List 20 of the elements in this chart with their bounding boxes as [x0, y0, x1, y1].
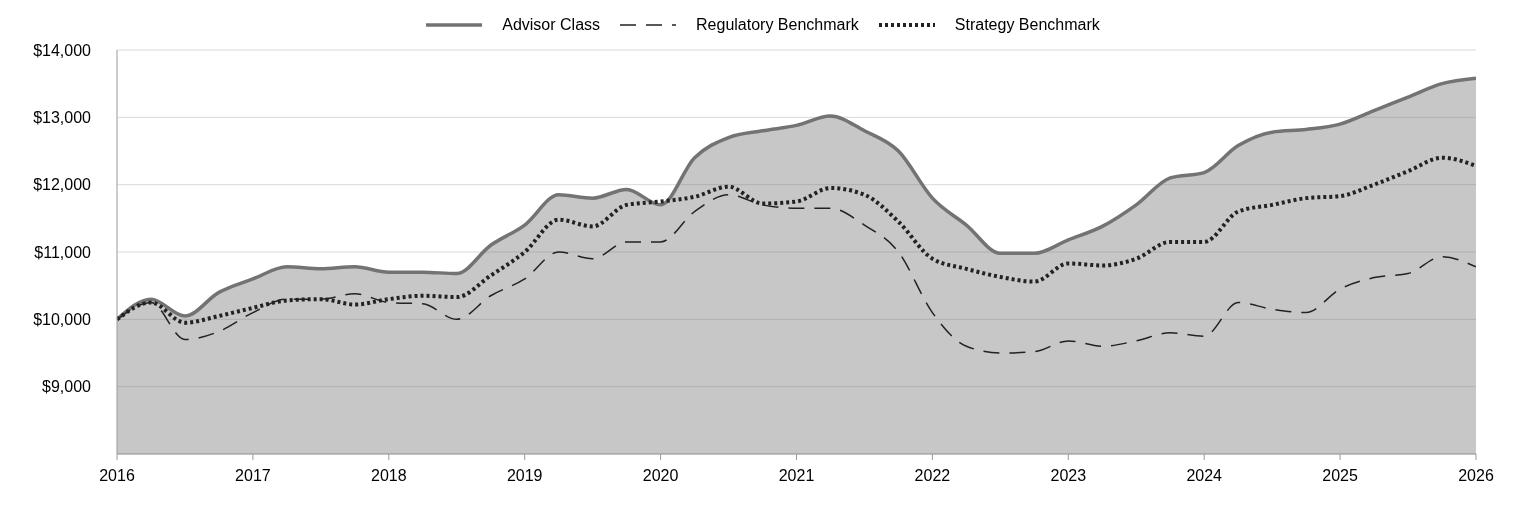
y-tick-label: $9,000	[42, 378, 92, 396]
y-tick-label: $11,000	[34, 243, 92, 261]
x-tick-label: 2022	[914, 467, 951, 485]
y-tick-label: $14,000	[33, 41, 92, 59]
x-tick-label: 2024	[1186, 467, 1223, 485]
x-tick-label: 2020	[642, 467, 679, 485]
x-tick-label: 2026	[1458, 467, 1494, 485]
x-tick-label: 2019	[506, 467, 543, 485]
x-tick-label: 2025	[1322, 467, 1358, 485]
x-tick-label: 2018	[371, 467, 407, 485]
x-tick-label: 2016	[99, 467, 135, 485]
legend-label: Strategy Benchmark	[954, 16, 1100, 34]
y-tick-label: $13,000	[33, 109, 92, 127]
y-tick-label: $10,000	[33, 311, 92, 329]
x-tick-label: 2023	[1050, 467, 1087, 485]
x-tick-label: 2017	[235, 467, 271, 485]
x-tick-label: 2021	[778, 467, 815, 485]
y-tick-label: $12,000	[33, 176, 92, 194]
legend-label: Advisor Class	[502, 16, 601, 34]
legend-label: Regulatory Benchmark	[696, 16, 859, 34]
